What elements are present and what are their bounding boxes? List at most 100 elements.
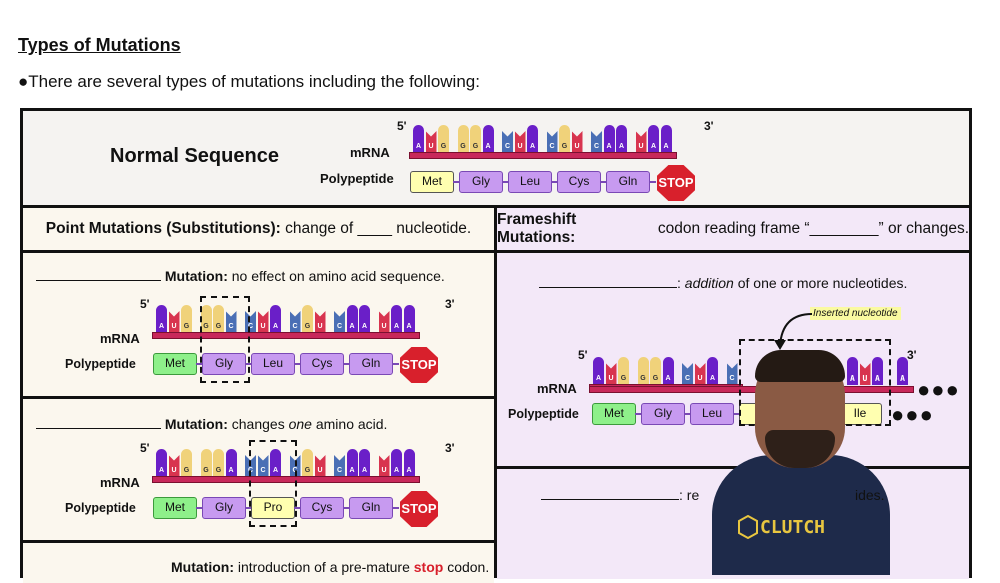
nucleotide-A: A <box>660 125 672 153</box>
mrna-label: mRNA <box>100 331 140 346</box>
nucleotide-G: G <box>470 125 481 153</box>
nucleotide-C: C <box>289 311 301 333</box>
amino-acid-gln: Gln <box>606 171 650 193</box>
nucleotide-A <box>872 357 883 385</box>
caption-rest: no effect on amino acid sequence. <box>227 268 445 284</box>
bullet-text: ●There are several types of mutations in… <box>18 72 480 91</box>
answer-blank[interactable] <box>36 280 161 281</box>
amino-acid-gln: Gln <box>349 353 393 375</box>
nucleotide-A: A <box>391 449 402 477</box>
nucleotide-A: A <box>648 125 659 153</box>
nonsense-mutation-section: Mutation: introduction of a pre-mature s… <box>23 543 494 583</box>
stop-sign: STOP <box>400 347 438 383</box>
peptide-bond <box>684 413 691 415</box>
nucleotide-U: U <box>314 455 326 477</box>
nucleotide-G: G <box>302 449 313 477</box>
peptide-bond <box>343 507 350 509</box>
three-prime: 3' <box>445 441 455 455</box>
header-rest: codon reading frame “________” or change… <box>653 220 969 237</box>
peptide-bond <box>733 413 740 415</box>
nucleotide-U: U <box>378 455 390 477</box>
silent-caption: Mutation: no effect on amino acid sequen… <box>36 268 445 284</box>
nucleotide-A: A <box>707 357 718 385</box>
mrna-backbone <box>152 332 420 339</box>
nonsense-caption: Mutation: introduction of a pre-mature s… <box>171 559 489 575</box>
clutch-logo: CLUTCH <box>760 517 826 538</box>
amino-acid-gly: Gly <box>202 353 246 375</box>
amino-acid-leu: Leu <box>690 403 734 425</box>
mrna-label: mRNA <box>100 475 140 490</box>
presenter-face <box>755 350 845 468</box>
nucleotide-A: A <box>527 125 538 153</box>
amino-acid-cys: Cys <box>557 171 601 193</box>
nucleotide-A: A <box>346 305 358 333</box>
nucleotide-G: G <box>200 449 212 477</box>
nucleotide-G: G <box>637 357 649 385</box>
amino-acid-gln: Gln <box>349 497 393 519</box>
nucleotide-A: A <box>391 305 402 333</box>
amino-acid-met: Met <box>153 497 197 519</box>
mrna-label: mRNA <box>537 381 577 396</box>
nucleotide-C: C <box>546 131 558 153</box>
five-prime: 5' <box>578 348 588 362</box>
five-prime: 5' <box>140 297 150 311</box>
polypeptide-label: Polypeptide <box>65 501 136 515</box>
three-prime: 3' <box>907 348 917 362</box>
mrna-backbone <box>152 476 420 483</box>
frameshift-header: Frameshift Mutations: codon reading fram… <box>497 208 969 250</box>
missense-mutation-section: Mutation: changes one amino acid. 5' 3' … <box>23 399 494 540</box>
answer-blank[interactable] <box>539 287 677 288</box>
nucleotide-A: A <box>156 449 167 477</box>
answer-blank[interactable] <box>36 428 161 429</box>
amino-acid-leu: Leu <box>251 353 295 375</box>
nucleotide-A: A <box>413 125 424 153</box>
caption-rest: changes <box>227 416 289 432</box>
normal-sequence-section: Normal Sequence mRNA Polypeptide 5' 3' A… <box>23 111 969 205</box>
nucleotide-C: C <box>682 363 693 385</box>
peptide-bond <box>392 363 399 365</box>
continuation-dots: ●●● <box>917 377 960 402</box>
stop-sign: STOP <box>657 165 695 201</box>
nucleotide-G: G <box>559 125 570 153</box>
missense-caption: Mutation: changes one amino acid. <box>36 416 387 432</box>
nucleotide-U: U <box>314 311 326 333</box>
presenter-beard <box>765 430 835 468</box>
nucleotide-A <box>847 357 858 385</box>
nucleotide-G: G <box>650 357 661 385</box>
silent-mutation-section: Mutation: no effect on amino acid sequen… <box>23 253 494 396</box>
polypeptide-label: Polypeptide <box>65 357 136 371</box>
nucleotide-A: A <box>359 449 370 477</box>
presenter-hair <box>755 350 845 382</box>
deletion-caption-end: ides. <box>855 487 885 503</box>
peptide-bond <box>502 181 509 183</box>
nucleotide-A: A <box>270 305 281 333</box>
nucleotide-G: G <box>618 357 629 385</box>
header-bold: Frameshift Mutations: <box>497 211 577 246</box>
stop-sign: STOP <box>400 491 438 527</box>
caption-rest: of one or more nucleotides. <box>733 275 908 291</box>
amino-acid-met: Met <box>410 171 454 193</box>
answer-blank[interactable] <box>541 499 679 500</box>
insertion-section: : addition of one or more nucleotides. I… <box>497 253 969 466</box>
three-prime: 3' <box>445 297 455 311</box>
peptide-bond <box>196 363 203 365</box>
peptide-bond <box>453 181 460 183</box>
nucleotide-A: A <box>593 357 604 385</box>
caption-bold: Mutation: <box>164 268 228 284</box>
colon: : <box>677 275 685 291</box>
caption-rest-b: codon. <box>443 559 490 575</box>
header-rest: change of ____ nucleotide. <box>280 220 472 237</box>
peptide-bond <box>551 181 558 183</box>
nucleotide-G: G <box>213 305 224 333</box>
nucleotide-A: A <box>616 125 627 153</box>
caption-em: one <box>288 416 312 432</box>
insertion-caption: : addition of one or more nucleotides. <box>539 275 907 291</box>
nucleotide-C: C <box>591 131 602 153</box>
nucleotide-A: A <box>403 449 415 477</box>
nucleotide-G: G <box>302 305 313 333</box>
peptide-bond <box>635 413 642 415</box>
nucleotide-A: A <box>359 305 370 333</box>
nucleotide-C: C <box>225 311 237 333</box>
